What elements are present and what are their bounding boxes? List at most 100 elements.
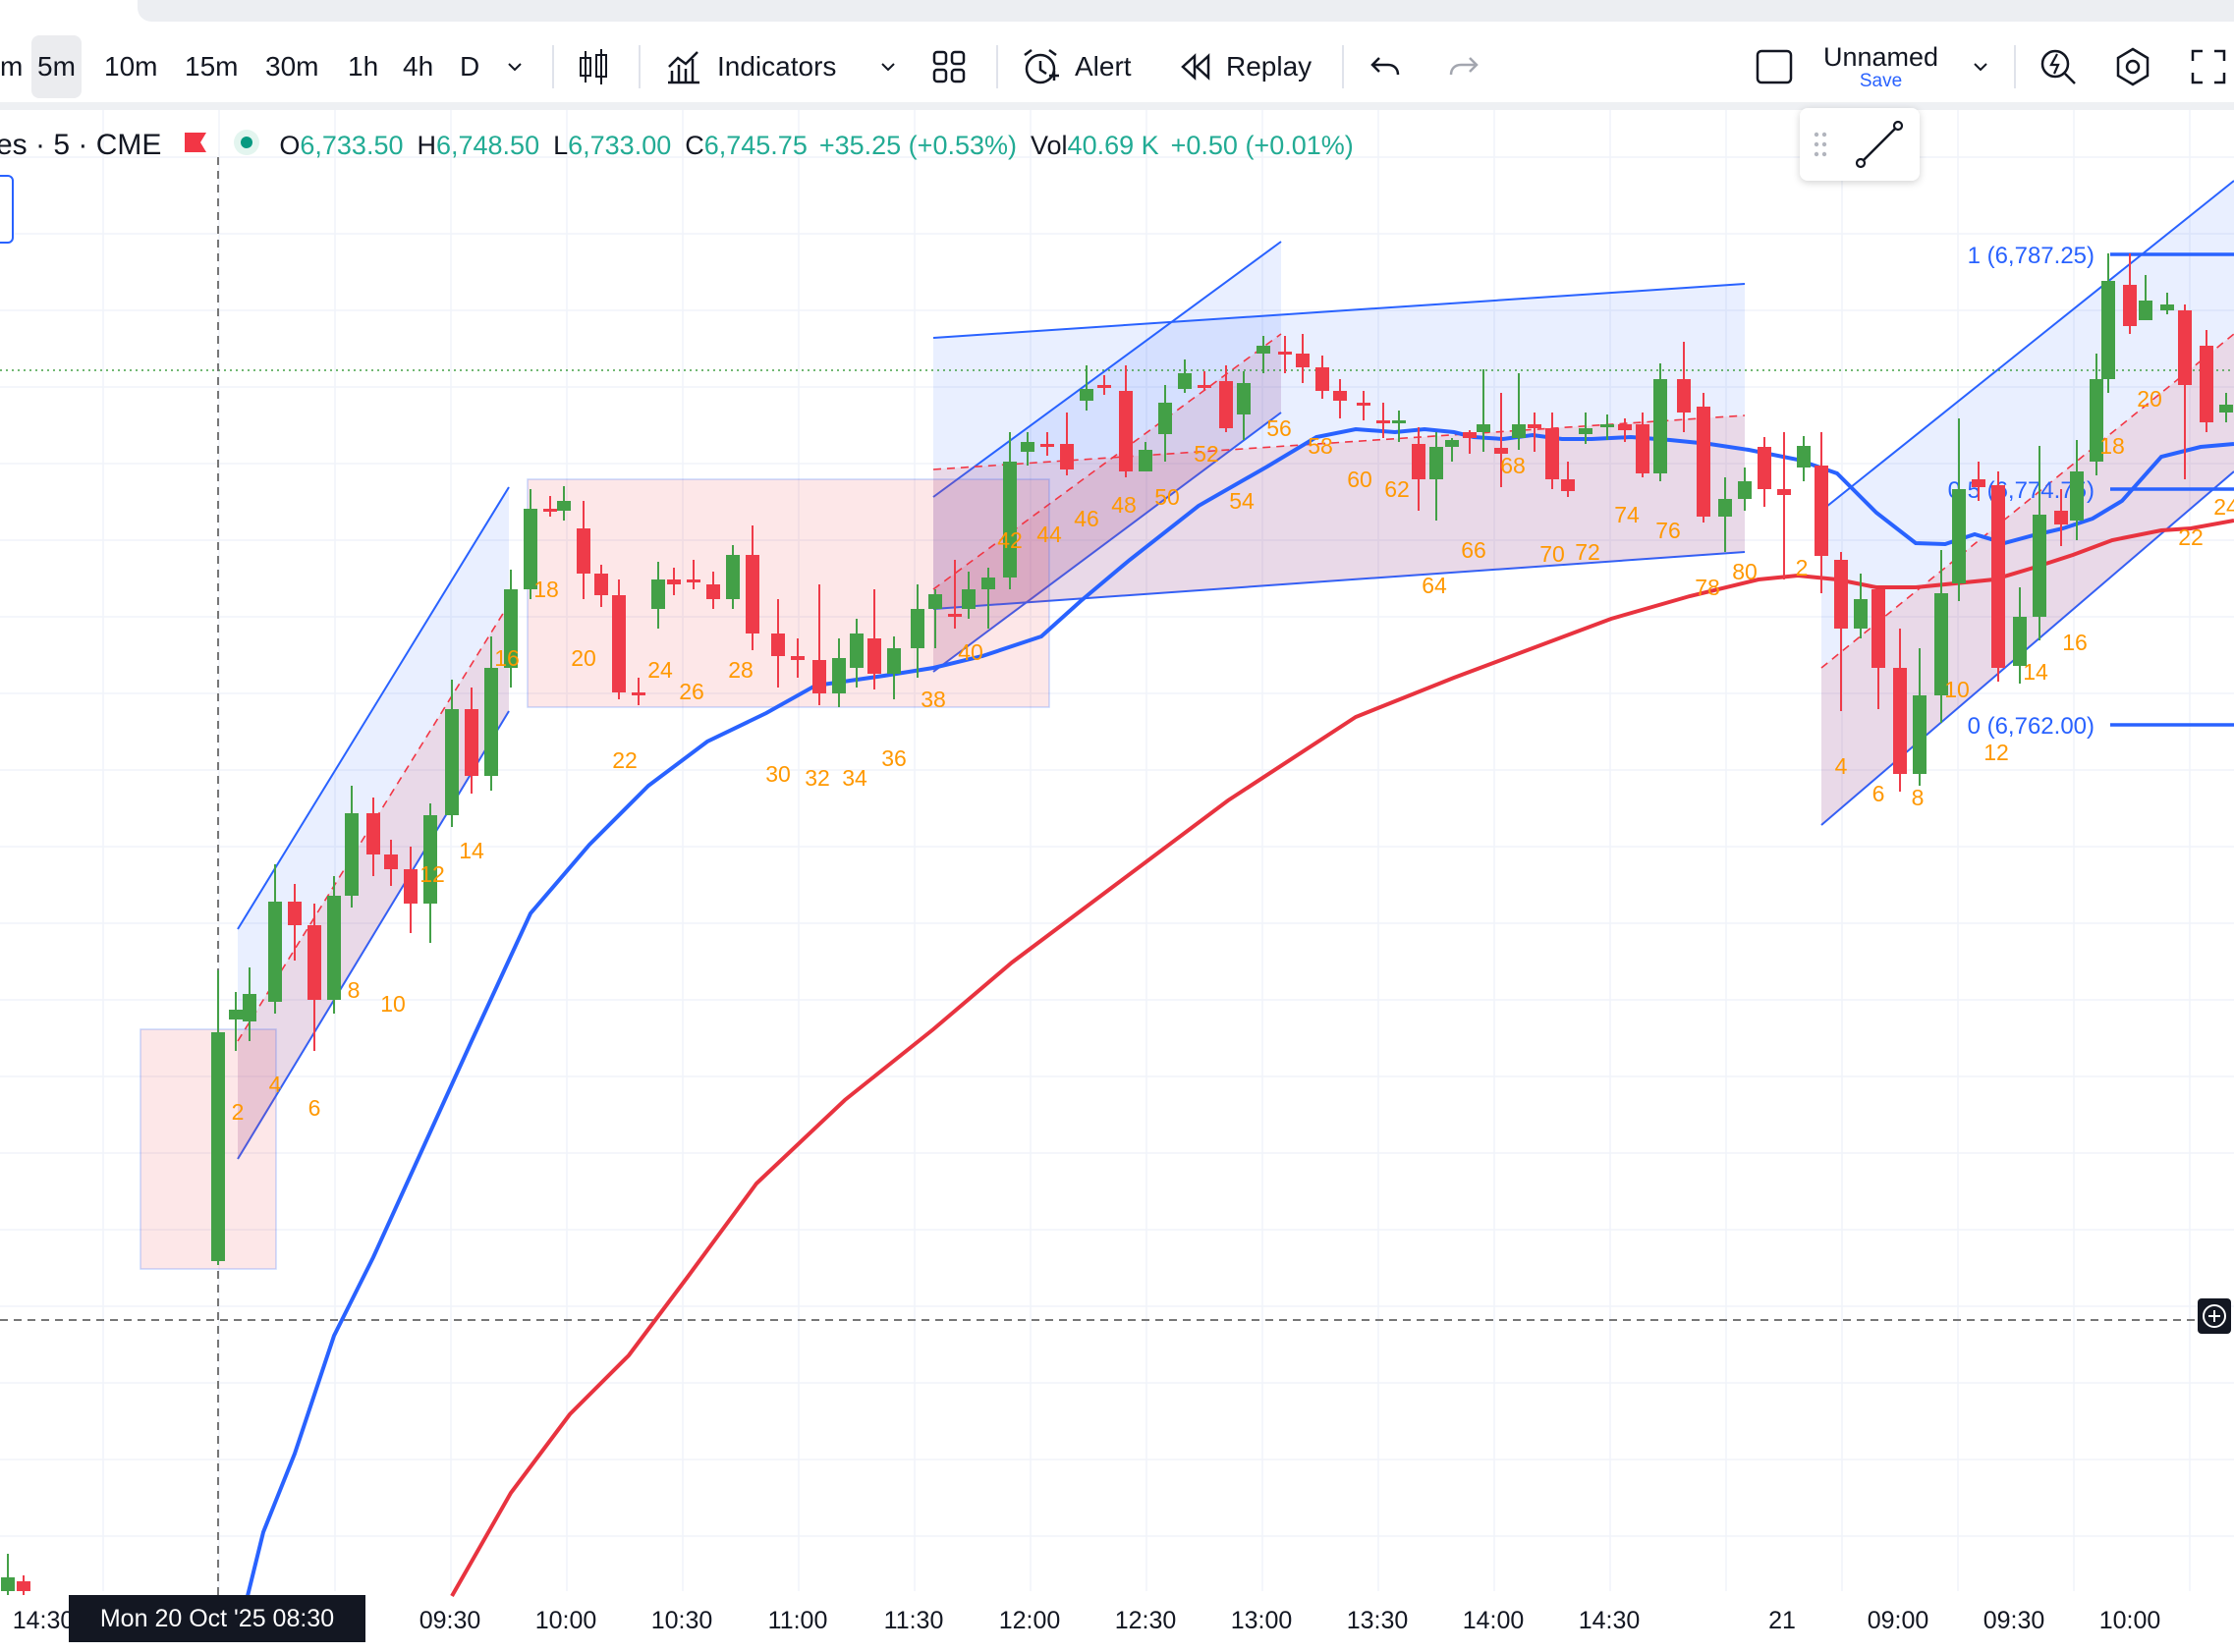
trend-line-icon[interactable] <box>1855 120 1904 169</box>
replay-button[interactable]: Replay <box>1179 35 1312 98</box>
layout-name-button[interactable]: Unnamed Save <box>1823 35 1938 98</box>
candle-bear <box>1893 668 1907 774</box>
chevron-down-icon <box>881 63 895 72</box>
channel-line[interactable] <box>932 412 1282 673</box>
interval-dropdown[interactable] <box>503 35 527 98</box>
indicators-label: Indicators <box>717 51 837 82</box>
interval-4h[interactable]: 4h <box>403 35 433 98</box>
candle-bear <box>1528 424 1541 428</box>
square-icon <box>1756 49 1793 84</box>
candle-bull <box>1718 499 1732 517</box>
candle-bear <box>1545 428 1559 479</box>
interval-label: 1h <box>348 51 379 82</box>
candle-bear <box>1677 379 1691 413</box>
chevron-down-icon <box>508 63 522 72</box>
moving-averages <box>246 426 2234 1597</box>
bar-number-label: 74 <box>1614 502 1640 527</box>
layout-checkbox[interactable] <box>1755 35 1794 98</box>
bar-number-label: 48 <box>1111 492 1137 518</box>
drawing-toolbar-popup[interactable] <box>1800 108 1920 181</box>
bar-number-label: 2 <box>1796 555 1809 580</box>
channel-line[interactable] <box>932 283 1746 339</box>
channel-fill[interactable] <box>1821 181 2234 825</box>
candle-bull <box>1579 428 1592 434</box>
channel-fill[interactable] <box>933 242 1281 672</box>
bar-number-label: 60 <box>1347 467 1372 492</box>
market-status-icon[interactable] <box>232 128 261 164</box>
high-label: H <box>417 130 436 160</box>
bar-number-label: 6 <box>1872 781 1885 806</box>
candle-bear <box>1991 485 2005 668</box>
time-tick-label: 14:30 <box>1578 1607 1641 1634</box>
chart-type-button[interactable] <box>576 35 611 98</box>
interval-5m[interactable]: 5m <box>31 35 82 98</box>
bar-number-label: 58 <box>1308 433 1333 459</box>
quick-search-button[interactable] <box>2038 35 2079 98</box>
interval-label: m <box>0 51 24 82</box>
layout-dropdown[interactable] <box>1969 35 1992 98</box>
price-chart[interactable]: 1 (6,787.25)0.5 (6,774.75)0 (6,762.00) 2… <box>0 110 2234 1652</box>
time-axis[interactable]: 14:30 09:30 10:00 10:30 11:00 11:30 12:00 12:30… <box>0 1591 2234 1652</box>
fullscreen-button[interactable] <box>2189 35 2228 98</box>
candle-bear <box>1119 391 1133 471</box>
channel-line[interactable] <box>932 241 1282 498</box>
bar-number-label: 14 <box>459 838 484 863</box>
time-tick-label: 14:30 <box>12 1607 75 1634</box>
candle-bull <box>504 589 518 668</box>
candle-bear <box>577 528 590 574</box>
channel-line[interactable] <box>237 486 510 930</box>
interval-d[interactable]: D <box>460 35 479 98</box>
ema-slow-line <box>450 519 2234 1597</box>
undo-button[interactable] <box>1369 35 1403 98</box>
flag-icon[interactable] <box>183 131 208 161</box>
bar-number-label: 66 <box>1461 537 1486 563</box>
candle-bear <box>1758 447 1771 489</box>
bar-number-label: 20 <box>571 645 596 671</box>
time-tick-label: 13:30 <box>1346 1607 1409 1634</box>
bar-number-label: 36 <box>881 745 907 771</box>
fib-level-label: 1 (6,787.25) <box>1968 243 2094 269</box>
toolbar-divider <box>0 102 2234 110</box>
candle-bull <box>327 896 341 1000</box>
interval-1h[interactable]: 1h <box>348 35 378 98</box>
alert-button[interactable]: Alert <box>1020 35 1132 98</box>
redo-button[interactable] <box>1446 35 1480 98</box>
range-box[interactable] <box>140 1028 277 1270</box>
interval-30m[interactable]: 30m <box>265 35 318 98</box>
drag-handle-icon[interactable] <box>1814 132 1827 157</box>
channel-fill[interactable] <box>933 284 1745 609</box>
layouts-button[interactable] <box>931 35 967 98</box>
candle-bear <box>17 1581 30 1591</box>
candle-bull <box>832 658 846 693</box>
bar-number-label: 76 <box>1655 518 1681 543</box>
channel-line[interactable] <box>1820 180 2234 512</box>
add-price-level-button[interactable] <box>2198 1298 2231 1334</box>
candle-bear <box>812 660 826 693</box>
settings-button[interactable] <box>2112 35 2153 98</box>
candle-bear <box>771 633 785 656</box>
candle-bear <box>1815 466 1828 556</box>
bar-number-label: 64 <box>1422 573 1447 598</box>
candle-bull <box>1237 383 1251 414</box>
indicators-button[interactable]: Indicators <box>664 35 836 98</box>
channel-line[interactable] <box>932 551 1746 610</box>
time-tick-label: 11:30 <box>883 1607 944 1634</box>
interval-10m[interactable]: 10m <box>104 35 157 98</box>
candle-bull <box>911 609 924 648</box>
interval-1m[interactable]: m <box>0 35 23 98</box>
grid-layout-icon <box>932 50 966 83</box>
layout-save-link[interactable]: Save <box>1859 71 1903 91</box>
left-edge-tab[interactable] <box>0 175 14 244</box>
bar-number-label: 50 <box>1154 484 1180 510</box>
price-change: +35.25 (+0.53%) <box>818 130 1017 160</box>
candle-bull <box>445 709 459 815</box>
crosshair-time-label: Mon 20 Oct '25 08:30 <box>69 1595 365 1642</box>
indicators-templates-dropdown[interactable] <box>876 35 900 98</box>
interval-label: 10m <box>104 51 158 82</box>
bar-number-label: 12 <box>419 861 445 887</box>
channel-line[interactable] <box>237 710 510 1160</box>
candle-bull <box>484 668 498 776</box>
interval-15m[interactable]: 15m <box>185 35 238 98</box>
bar-number-label: 72 <box>1575 539 1600 565</box>
symbol-name[interactable]: es · 5 · CME <box>0 129 162 161</box>
